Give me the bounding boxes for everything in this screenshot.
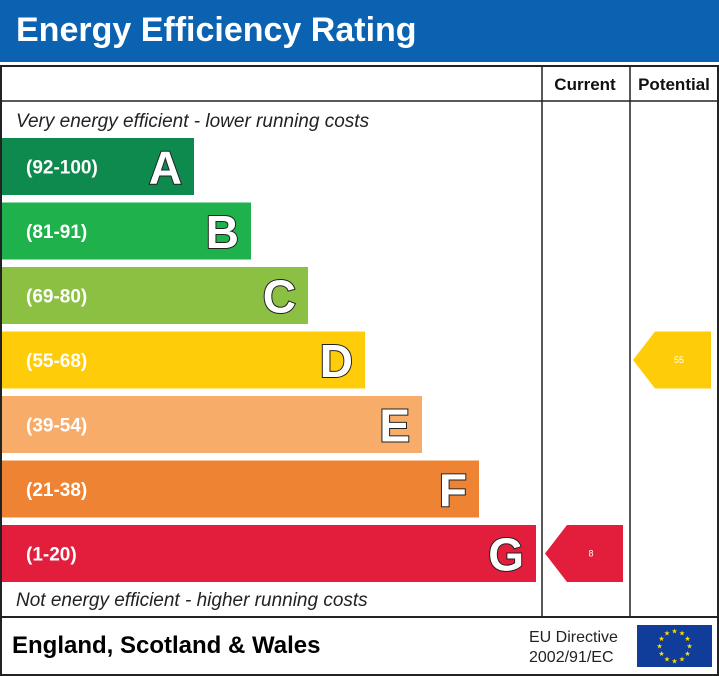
eu-directive-line1: EU Directive [529,629,618,646]
bar-c: (69-80) C [2,267,308,324]
bar-rect-c [2,267,308,324]
bar-letter-label: D [320,335,353,387]
bar-f: (21-38) F [2,460,479,518]
eu-star-icon: ★ [656,643,662,651]
bar-range-label: (55-68) [26,351,87,372]
bar-rect-f [2,460,479,518]
eu-star-icon: ★ [658,635,664,643]
rating-arrows: 8 55 [545,331,711,582]
current-rating-arrow-value: 8 [588,549,593,559]
bar-range-label: (92-100) [26,158,98,179]
bar-a: (92-100) A [2,138,194,195]
eu-flag-icon: ★ ★★★★★★★★★★★ [637,625,712,667]
eu-star-icon: ★ [679,655,685,663]
current-rating-arrow: 8 [545,525,623,582]
bar-range-label: (69-80) [26,287,87,308]
bar-range-label: (81-91) [26,222,87,243]
bar-letter-label: F [439,464,467,516]
potential-rating-arrow-shape [633,331,711,389]
bar-letter-label: B [206,206,239,258]
potential-rating-arrow: 55 [633,331,711,389]
bar-range-label: (21-38) [26,480,87,501]
current-rating-arrow-shape [545,525,623,582]
bar-letter-label: A [149,142,182,194]
bar-rect-g [2,525,536,582]
bar-d: (55-68) D [2,331,365,389]
eu-star-icon: ★ [671,658,677,666]
eu-star-icon: ★ [684,635,690,643]
eu-directive-line2: 2002/91/EC [529,649,614,666]
bar-rect-e [2,396,422,453]
bar-letter-label: G [488,529,524,581]
bar-range-label: (1-20) [26,545,77,566]
chart-frame [0,65,719,676]
note-bottom: Not energy efficient - higher running co… [16,590,368,611]
bar-rect-d [2,331,365,389]
eu-star-icon: ★ [658,650,664,658]
rating-bars: (92-100) A (81-91) B (69-80) C (55-68) D (39-54)… [2,138,536,582]
bar-letter-label: E [379,400,410,452]
eu-star-icon: ★ [664,655,670,663]
eu-star-icon: ★ [684,650,690,658]
bar-letter-label: C [263,271,296,323]
eu-star-icon: ★ [679,630,685,638]
note-top: Very energy efficient - lower running co… [16,111,370,132]
eu-star-icon: ★ [671,628,677,636]
column-header-potential: Potential [638,75,710,94]
potential-rating-arrow-value: 55 [674,355,684,365]
eu-star-icon: ★ [664,630,670,638]
header-banner: Energy Efficiency Rating [0,0,719,62]
footer-country: England, Scotland & Wales [12,632,320,659]
bar-range-label: (39-54) [26,416,87,437]
page-title: Energy Efficiency Rating [16,11,417,49]
bar-e: (39-54) E [2,396,422,453]
bar-rect-b [2,202,251,260]
column-header-current: Current [554,75,616,94]
bar-b: (81-91) B [2,202,251,260]
eu-star-icon: ★ [686,643,692,651]
bar-rect-a [2,138,194,195]
bar-g: (1-20) G [2,525,536,582]
